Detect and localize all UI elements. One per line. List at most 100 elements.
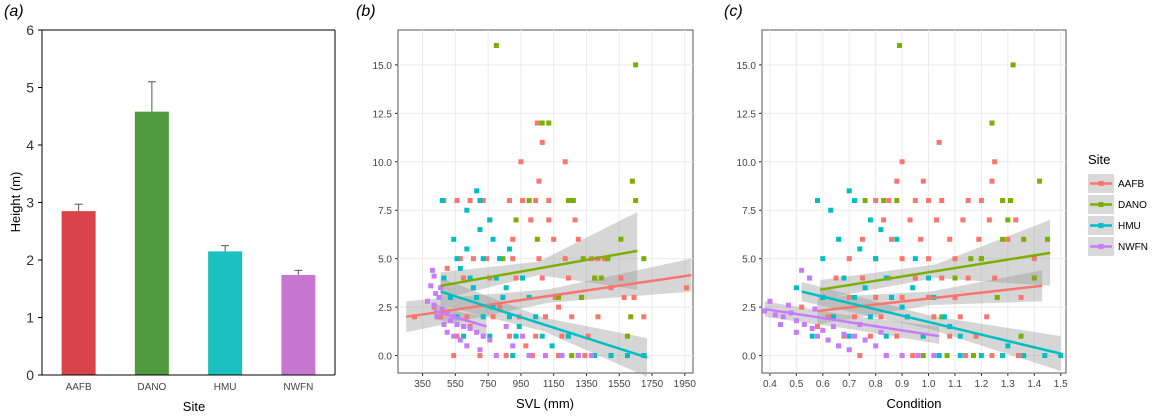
point-aafb [438,314,444,320]
point-aafb [556,304,562,310]
y-tick-label: 12.5 [737,109,757,120]
point-hmu [624,353,630,359]
point-dano [952,275,958,281]
point-hmu [867,217,873,223]
point-nwfn [510,343,516,349]
point-dano [1010,62,1016,68]
point-hmu [454,256,460,262]
x-axis-label: SVL (mm) [516,396,574,411]
fit-line-dano [440,249,638,288]
point-aafb [585,333,591,339]
point-aafb [621,294,627,300]
point-hmu [841,275,847,281]
point-aafb [976,236,982,242]
point-nwfn [493,353,499,359]
point-aafb [536,178,542,184]
point-nwfn [836,343,842,349]
x-tick-label: 950 [513,379,530,390]
point-hmu [1000,353,1006,359]
point-hmu [506,246,512,252]
legend-label-nwfn: NWFN [1118,242,1148,253]
point-nwfn [474,329,480,335]
point-aafb [899,294,905,300]
point-hmu [809,333,815,339]
point-nwfn [480,333,486,339]
point-hmu [439,198,445,204]
y-tick-label: 7.5 [742,206,756,217]
point-hmu [889,294,895,300]
point-hmu [815,198,821,204]
point-nwfn [438,285,444,291]
y-tick-label: 0 [26,367,34,383]
point-nwfn [444,329,450,335]
point-hmu [480,314,486,320]
point-hmu [464,246,470,252]
point-aafb [978,198,984,204]
point-aafb [931,314,937,320]
y-tick-label: 6 [26,22,34,38]
point-hmu [490,236,496,242]
point-nwfn [883,353,889,359]
x-tick-label: 0.8 [869,379,883,390]
point-aafb [939,198,945,204]
y-tick-label: 15.0 [373,61,393,72]
point-aafb [894,333,900,339]
point-aafb [552,294,558,300]
y-tick-label: 12.5 [373,109,393,120]
point-aafb [992,275,998,281]
point-nwfn [931,353,937,359]
point-aafb [595,314,601,320]
point-hmu [474,188,480,194]
point-aafb [490,314,496,320]
point-aafb [912,275,918,281]
point-dano [526,198,532,204]
point-hmu [878,227,884,233]
point-hmu [497,256,503,262]
point-dano [618,236,624,242]
point-aafb [510,236,516,242]
point-aafb [799,304,805,310]
x-tick-label: 0.9 [895,379,909,390]
point-nwfn [441,322,447,328]
point-aafb [451,353,457,359]
point-hmu [883,333,889,339]
point-dano [1021,236,1027,242]
point-nwfn [439,306,445,312]
point-dano [968,256,974,262]
y-tick-label: 10.0 [737,158,757,169]
point-hmu [899,304,905,310]
point-nwfn [762,308,768,314]
point-nwfn [429,267,435,273]
point-nwfn [433,291,439,297]
point-dano [1007,198,1013,204]
point-aafb [536,256,542,262]
point-dano [989,120,995,126]
fit-lines [406,249,692,359]
point-hmu [480,256,486,262]
point-aafb [846,294,852,300]
point-aafb [960,217,966,223]
point-nwfn [807,275,813,281]
point-hmu [920,333,926,339]
point-dano [493,43,499,49]
x-tick-label: 1550 [608,379,631,390]
point-aafb [878,314,884,320]
point-dano [1000,236,1006,242]
point-aafb [918,236,924,242]
point-aafb [912,198,918,204]
point-aafb [920,178,926,184]
point-aafb [464,314,470,320]
point-aafb [1005,236,1011,242]
point-dano [579,294,585,300]
point-aafb [857,353,863,359]
point-hmu [477,198,483,204]
fit-line-dano [819,251,1051,291]
point-aafb [846,256,852,262]
point-aafb [867,333,873,339]
y-tick-label: 5.0 [742,255,756,266]
x-tick-group: 350 550 750 950 1150 1350 1550 1750 1950 [414,373,696,390]
legend-key-point [1098,202,1104,207]
point-nwfn [820,327,826,333]
scatter-panel-b: 0.0 2.5 5.0 7.5 10.0 12.5 15.0 350 550 750 950 115… [373,29,696,411]
point-dano [629,178,635,184]
